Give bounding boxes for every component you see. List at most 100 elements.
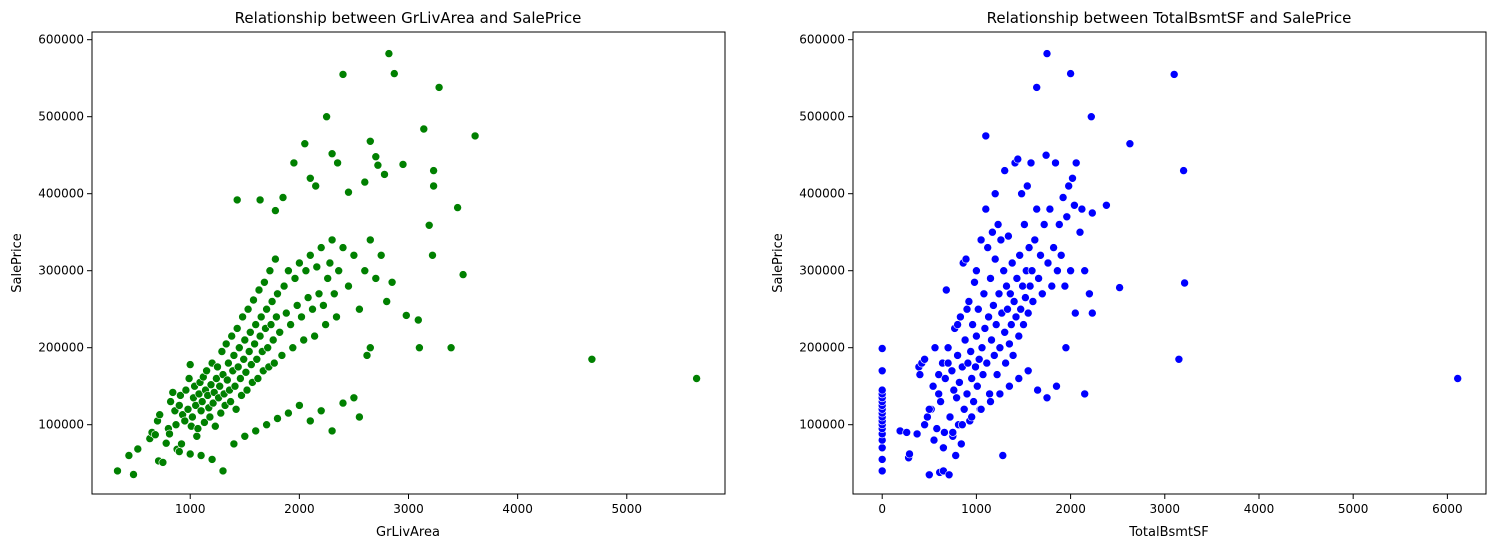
y-tick-label: 500000 xyxy=(799,110,845,124)
data-point xyxy=(281,308,291,318)
data-point xyxy=(284,408,293,418)
data-point xyxy=(453,203,462,212)
data-point xyxy=(1024,243,1034,252)
data-point xyxy=(247,360,256,369)
data-point xyxy=(243,304,253,314)
data-point xyxy=(988,227,997,237)
data-point xyxy=(966,347,976,356)
data-point xyxy=(333,158,342,168)
data-point xyxy=(316,243,326,252)
data-point xyxy=(967,412,977,422)
data-point xyxy=(334,266,344,276)
y-tick-label: 600000 xyxy=(799,33,845,47)
data-point xyxy=(365,235,375,245)
data-point xyxy=(962,304,972,314)
data-point xyxy=(365,137,375,146)
data-point xyxy=(262,304,271,314)
data-point xyxy=(1125,139,1135,148)
data-point xyxy=(1039,220,1049,229)
data-point xyxy=(915,370,925,379)
data-point xyxy=(175,447,184,456)
data-point xyxy=(389,69,399,78)
y-tick-label: 300000 xyxy=(38,264,84,278)
x-tick-label: 2000 xyxy=(284,502,315,516)
data-point xyxy=(297,312,306,322)
data-points xyxy=(877,49,1462,480)
data-point xyxy=(1180,278,1189,288)
data-point xyxy=(1005,339,1014,349)
x-tick-label: 0 xyxy=(878,502,886,516)
data-point xyxy=(1060,281,1070,291)
data-point xyxy=(338,398,348,408)
data-point xyxy=(171,420,181,430)
data-point xyxy=(949,385,959,395)
data-point xyxy=(181,385,191,395)
data-point xyxy=(1020,220,1029,229)
data-point xyxy=(970,277,979,287)
data-point xyxy=(587,354,597,364)
axes-frame xyxy=(852,31,1487,495)
data-point xyxy=(355,412,364,422)
data-point xyxy=(972,381,982,391)
data-point xyxy=(277,351,287,360)
data-point xyxy=(329,289,339,299)
data-point xyxy=(1068,174,1077,183)
data-point xyxy=(945,412,955,422)
x-tick-label: 3000 xyxy=(1150,502,1181,516)
data-point xyxy=(956,312,965,322)
data-point xyxy=(360,266,370,276)
data-point xyxy=(692,374,701,383)
data-point xyxy=(1080,389,1089,399)
data-point xyxy=(218,466,228,476)
data-point xyxy=(877,455,887,464)
data-point xyxy=(1174,354,1184,364)
data-point xyxy=(934,389,944,399)
data-point xyxy=(240,335,250,345)
data-point xyxy=(327,235,337,245)
data-point xyxy=(265,266,275,276)
data-point xyxy=(1055,220,1064,229)
data-point xyxy=(428,251,437,260)
x-ticks: 1000 2000 3000 4000 5000 xyxy=(175,494,642,516)
data-point xyxy=(963,358,973,368)
data-point xyxy=(413,315,423,325)
data-point xyxy=(212,374,221,383)
data-point xyxy=(288,343,298,353)
data-point xyxy=(992,370,1002,379)
data-point xyxy=(877,466,887,476)
data-point xyxy=(981,204,991,214)
x-tick-label: 5000 xyxy=(612,502,643,516)
data-point xyxy=(953,351,962,360)
data-point xyxy=(877,344,887,353)
data-point xyxy=(371,274,381,283)
data-point xyxy=(1453,374,1462,383)
data-point xyxy=(289,158,299,168)
data-point xyxy=(322,112,331,121)
data-point xyxy=(1061,343,1071,353)
data-point xyxy=(211,421,220,431)
data-point xyxy=(1032,83,1041,92)
data-point xyxy=(321,320,330,329)
data-point xyxy=(398,160,408,169)
data-point xyxy=(981,131,991,141)
data-point xyxy=(279,281,289,291)
data-point xyxy=(920,420,929,430)
data-point xyxy=(928,381,938,391)
data-point xyxy=(271,254,280,264)
y-tick-label: 400000 xyxy=(799,187,845,201)
data-point xyxy=(308,304,317,314)
data-point xyxy=(384,49,394,58)
data-point xyxy=(1019,320,1028,329)
data-point xyxy=(239,354,248,364)
data-point xyxy=(180,416,190,426)
data-point xyxy=(229,439,239,449)
data-point xyxy=(1017,189,1026,198)
data-point xyxy=(1062,212,1072,222)
data-point xyxy=(1014,374,1024,383)
data-point xyxy=(268,335,278,345)
data-point xyxy=(327,149,337,158)
data-point xyxy=(1015,251,1025,260)
y-axis-label: SalePrice xyxy=(771,233,786,293)
data-point xyxy=(205,412,215,422)
